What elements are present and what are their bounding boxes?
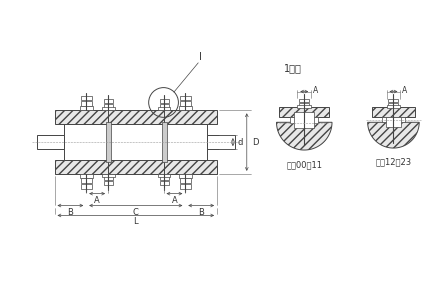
- Polygon shape: [297, 105, 311, 108]
- Polygon shape: [106, 122, 111, 162]
- Polygon shape: [181, 102, 191, 107]
- Text: A: A: [402, 86, 408, 95]
- Polygon shape: [385, 117, 401, 127]
- Polygon shape: [279, 107, 329, 117]
- Polygon shape: [179, 107, 192, 111]
- Polygon shape: [299, 99, 309, 103]
- Text: 规格12～23: 规格12～23: [375, 157, 412, 166]
- Text: C: C: [133, 208, 139, 216]
- Polygon shape: [371, 107, 415, 117]
- Polygon shape: [104, 176, 113, 180]
- Text: B: B: [67, 208, 73, 216]
- Text: 规格00～11: 规格00～11: [286, 160, 322, 169]
- Polygon shape: [164, 124, 207, 160]
- Polygon shape: [80, 107, 93, 111]
- Text: d: d: [238, 138, 243, 147]
- Polygon shape: [158, 174, 170, 177]
- Text: B: B: [198, 208, 204, 216]
- Polygon shape: [160, 99, 169, 103]
- Polygon shape: [179, 174, 192, 178]
- Polygon shape: [104, 99, 113, 103]
- Polygon shape: [161, 122, 167, 162]
- Polygon shape: [291, 117, 318, 123]
- Polygon shape: [207, 135, 235, 149]
- Polygon shape: [154, 111, 217, 124]
- Polygon shape: [382, 117, 405, 122]
- Polygon shape: [55, 160, 118, 174]
- Polygon shape: [81, 95, 92, 100]
- Polygon shape: [81, 178, 92, 183]
- Polygon shape: [295, 112, 314, 128]
- Polygon shape: [181, 178, 191, 183]
- Text: 1放大: 1放大: [284, 63, 302, 73]
- Polygon shape: [80, 174, 93, 178]
- Polygon shape: [64, 124, 108, 160]
- Polygon shape: [160, 181, 169, 185]
- Text: I: I: [199, 52, 202, 62]
- Polygon shape: [277, 122, 332, 150]
- Text: A: A: [94, 196, 100, 204]
- Text: D: D: [252, 138, 258, 147]
- Polygon shape: [104, 104, 113, 108]
- Polygon shape: [387, 105, 401, 108]
- Text: L: L: [134, 217, 138, 227]
- Polygon shape: [37, 135, 64, 149]
- Polygon shape: [181, 184, 191, 189]
- Polygon shape: [160, 104, 169, 108]
- Polygon shape: [299, 103, 309, 107]
- Polygon shape: [158, 107, 170, 111]
- Polygon shape: [160, 176, 169, 180]
- Polygon shape: [108, 160, 164, 174]
- Polygon shape: [81, 102, 92, 107]
- Polygon shape: [81, 184, 92, 189]
- Polygon shape: [102, 174, 115, 177]
- Polygon shape: [102, 107, 115, 111]
- Polygon shape: [388, 103, 398, 107]
- Text: A: A: [313, 86, 318, 95]
- Polygon shape: [55, 111, 118, 124]
- Polygon shape: [388, 99, 398, 103]
- Text: A: A: [172, 196, 177, 204]
- Polygon shape: [154, 160, 217, 174]
- Polygon shape: [181, 95, 191, 100]
- Polygon shape: [104, 181, 113, 185]
- Polygon shape: [368, 122, 419, 148]
- Polygon shape: [108, 111, 164, 124]
